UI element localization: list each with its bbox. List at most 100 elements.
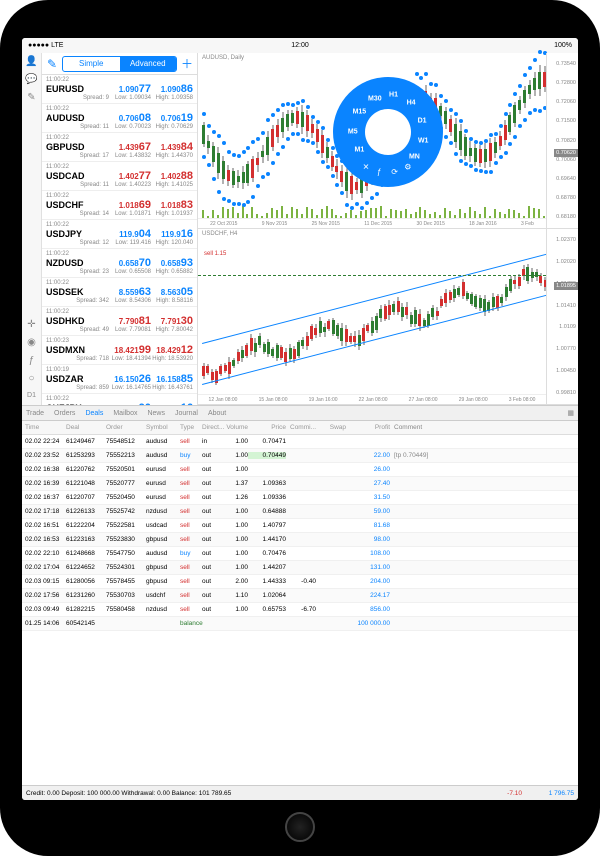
h-vol[interactable]: Volume	[222, 424, 248, 431]
quote-row[interactable]: 11:00:22 USDSEK 8.55963 8.56305 Spread: …	[42, 278, 197, 307]
timeframe-radial[interactable]: M1 M5 M15 M30 H1 H4 D1 W1 MN ✕ ƒ ⟳ ⚙	[333, 77, 443, 187]
edit-icon[interactable]: ✎	[45, 57, 59, 71]
tab-journal[interactable]: Journal	[175, 410, 198, 417]
deals-header: Time Deal Order Symbol Type Direct... Vo…	[22, 421, 578, 435]
add-icon[interactable]: ＋	[180, 55, 194, 72]
quote-row[interactable]: 11:00:22 USDCHF 1.01869 1.01883 Spread: …	[42, 191, 197, 220]
tablet-frame: ●●●●● LTE 12:00 100% 👤 💬 ✎ ✛ ◉ ƒ ○ D1 ✎ …	[0, 0, 600, 856]
h-comm[interactable]: Commi...	[286, 424, 316, 431]
tf-m30[interactable]: M30	[368, 95, 382, 102]
chart1-price-tag: 0.70620	[554, 149, 578, 157]
chart2-price-tag: 1.01895	[554, 282, 578, 290]
chart1-title: AUDUSD, Daily	[202, 55, 244, 61]
status-bar: ●●●●● LTE 12:00 100%	[22, 38, 578, 53]
chart2-yaxis: 1.023701.020201.017301.014101.01091.0077…	[546, 229, 578, 404]
quotes-list[interactable]: 11:00:22 EURUSD 1.09077 1.09086 Spread: …	[42, 75, 197, 405]
quote-row[interactable]: 11:00:22 USDJPY 119.904 119.916 Spread: …	[42, 220, 197, 249]
deal-row[interactable]: 02.02 17:046122465275524301 gbpusdsellou…	[22, 561, 578, 575]
footer-profit: 1 796.75	[522, 790, 574, 797]
quotes-col: ✎ Simple Advanced ＋ 11:00:22 EURUSD 1.09…	[42, 53, 197, 405]
tf-h1[interactable]: H1	[389, 92, 398, 99]
chart2-title: USDCHF, H4	[202, 231, 237, 237]
h-type[interactable]: Type	[180, 424, 202, 431]
tf-m1[interactable]: M1	[355, 147, 365, 154]
deal-row[interactable]: 02.03 09:496128221575580458 nzdusdsellou…	[22, 603, 578, 617]
deal-row[interactable]: 02.02 17:566123126075530703 usdchfsellou…	[22, 589, 578, 603]
chart2-xaxis: 12 Jan 08:0015 Jan 08:0019 Jan 16:0022 J…	[198, 394, 546, 404]
chat-icon[interactable]: 💬	[25, 75, 37, 85]
tf-d1[interactable]: D1	[418, 117, 427, 124]
quotes-toolbar: ✎ Simple Advanced ＋	[42, 53, 197, 75]
radial-ring: M1 M5 M15 M30 H1 H4 D1 W1 MN ✕ ƒ ⟳ ⚙	[333, 77, 443, 187]
tf-w1[interactable]: W1	[418, 137, 429, 144]
seg-advanced[interactable]: Advanced	[120, 57, 177, 71]
radial-close-icon[interactable]: ✕	[363, 162, 370, 171]
d1-icon[interactable]: D1	[27, 392, 36, 399]
tab-mailbox[interactable]: Mailbox	[113, 410, 137, 417]
h-comment[interactable]: Comment	[390, 424, 578, 431]
indicator-icon[interactable]: ◉	[27, 338, 36, 348]
quote-row[interactable]: 11:00:22 USDHKD 7.79081 7.79130 Spread: …	[42, 307, 197, 336]
radial-fn-icon[interactable]: ƒ	[377, 168, 381, 177]
footer-bar: Credit: 0.00 Deposit: 100 000.00 Withdra…	[22, 785, 578, 800]
deal-row[interactable]: 02.02 16:376122070775520450 eurusdsellou…	[22, 491, 578, 505]
tf-mn[interactable]: MN	[409, 154, 420, 161]
chart1-yaxis: 0.735400.728000.720600.715000.708200.700…	[546, 53, 578, 228]
deal-row[interactable]: 02.02 22:106124866875547750 audusdbuyout…	[22, 547, 578, 561]
deal-row[interactable]: 02.02 16:386122076275520501 eurusdsellou…	[22, 463, 578, 477]
h-price[interactable]: Price	[248, 424, 286, 431]
quote-row[interactable]: 11:00:22 EURUSD 1.09077 1.09086 Spread: …	[42, 75, 197, 104]
h-profit[interactable]: Profit	[346, 424, 390, 431]
quotes-panel: 👤 💬 ✎ ✛ ◉ ƒ ○ D1 ✎ Simple Advanced ＋ 11:…	[22, 53, 198, 405]
tab-about[interactable]: About	[208, 410, 226, 417]
chart-audusd[interactable]: AUDUSD, Daily 0.735400.728000.720600.715…	[198, 53, 578, 229]
tab-trade[interactable]: Trade	[26, 410, 44, 417]
tf-m15[interactable]: M15	[353, 108, 367, 115]
accounts-icon[interactable]: 👤	[25, 57, 37, 67]
footer-swap: -7.10	[482, 790, 522, 797]
top-panel: 👤 💬 ✎ ✛ ◉ ƒ ○ D1 ✎ Simple Advanced ＋ 11:…	[22, 53, 578, 405]
deal-row[interactable]: 02.02 22:246124946775548512 audusdsellin…	[22, 435, 578, 449]
quote-row[interactable]: 11:00:19 USDZAR 16.15026 16.15885 Spread…	[42, 365, 197, 394]
deal-row[interactable]: 02.02 16:516122220475522581 usdcadsellou…	[22, 519, 578, 533]
chart-usdchf[interactable]: USDCHF, H4 sell 1.15 1.023701.020201.017…	[198, 229, 578, 405]
columns-icon[interactable]: ▦	[567, 409, 574, 417]
new-order-icon[interactable]: ✎	[27, 93, 35, 103]
tab-orders[interactable]: Orders	[54, 410, 75, 417]
function-icon[interactable]: ƒ	[29, 356, 35, 366]
tab-news[interactable]: News	[147, 410, 165, 417]
crosshair-icon[interactable]: ✛	[27, 320, 35, 330]
radial-settings-icon[interactable]: ⚙	[404, 162, 411, 171]
status-time: 12:00	[291, 42, 309, 49]
tab-deals[interactable]: Deals	[85, 410, 103, 417]
quote-row[interactable]: 11:00:22 NZDUSD 0.65870 0.65893 Spread: …	[42, 249, 197, 278]
tf-h4[interactable]: H4	[407, 100, 416, 107]
seg-simple[interactable]: Simple	[63, 57, 120, 71]
footer-text: Credit: 0.00 Deposit: 100 000.00 Withdra…	[26, 790, 231, 797]
quote-row[interactable]: 11:00:22 AUDUSD 0.70608 0.70619 Spread: …	[42, 104, 197, 133]
home-button[interactable]	[285, 812, 315, 842]
radial-refresh-icon[interactable]: ⟳	[391, 168, 398, 177]
deal-row[interactable]: 01.25 14:0660542145 balance 100 000.00	[22, 617, 578, 631]
quote-row[interactable]: 11:00:23 USDMXN 18.42199 18.42912 Spread…	[42, 336, 197, 365]
deal-row[interactable]: 02.02 16:536122316375523830 gbpusdsellou…	[22, 533, 578, 547]
status-battery: 100%	[554, 42, 572, 49]
quote-row[interactable]: 11:00:22 GBPUSD 1.43967 1.43984 Spread: …	[42, 133, 197, 162]
h-time[interactable]: Time	[22, 424, 66, 431]
chart1-xaxis: 22 Oct 20159 Nov 201525 Nov 201511 Dec 2…	[198, 218, 546, 228]
h-symbol[interactable]: Symbol	[146, 424, 180, 431]
object-icon[interactable]: ○	[28, 374, 34, 384]
sell-label: sell 1.15	[204, 251, 226, 257]
deal-row[interactable]: 02.03 09:156128005675578455 gbpusdsellou…	[22, 575, 578, 589]
h-deal[interactable]: Deal	[66, 424, 106, 431]
deal-row[interactable]: 02.02 23:526125329375552213 audusdbuyout…	[22, 449, 578, 463]
view-segment: Simple Advanced	[62, 56, 177, 72]
h-swap[interactable]: Swap	[316, 424, 346, 431]
deal-row[interactable]: 02.02 17:186122613375525742 nzdusdsellou…	[22, 505, 578, 519]
deal-row[interactable]: 02.02 16:396122104875520777 eurusdsellou…	[22, 477, 578, 491]
quote-row[interactable]: 11:00:22 CHFJPY 117.690 117.716 Spread: …	[42, 394, 197, 405]
h-order[interactable]: Order	[106, 424, 146, 431]
quote-row[interactable]: 11:00:22 USDCAD 1.40277 1.40288 Spread: …	[42, 162, 197, 191]
h-dir[interactable]: Direct...	[202, 424, 222, 431]
tf-m5[interactable]: M5	[348, 128, 358, 135]
